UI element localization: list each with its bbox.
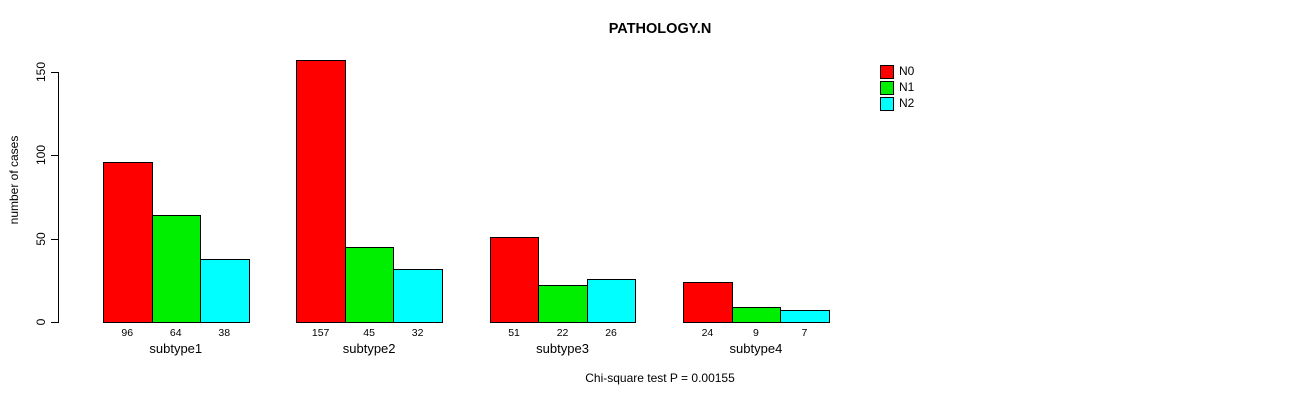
- legend: N0 N1 N2: [880, 64, 915, 113]
- bar: [200, 258, 250, 323]
- y-tick-mark: [51, 155, 58, 157]
- legend-label: N2: [899, 96, 915, 110]
- bar: [780, 310, 830, 323]
- bar: [538, 285, 588, 323]
- bar-value-label: 22: [556, 327, 569, 339]
- y-tick-label: 50: [34, 231, 48, 246]
- chart-title: PATHOLOGY.N: [608, 21, 712, 37]
- y-tick-mark: [51, 322, 58, 323]
- legend-label: N0: [899, 64, 915, 78]
- bar-value-label: 64: [169, 327, 182, 339]
- legend-label: N1: [899, 80, 915, 94]
- bar: [151, 215, 201, 323]
- category-label: subtype1: [149, 341, 203, 356]
- bar-value-label: 96: [121, 327, 134, 339]
- y-tick-mark: [51, 238, 58, 240]
- bar: [296, 60, 346, 323]
- bar: [683, 281, 733, 323]
- y-tick-label: 0: [34, 318, 48, 326]
- bar-value-label: 7: [801, 327, 808, 339]
- legend-swatch-1: [880, 80, 894, 95]
- bar-value-label: 51: [508, 327, 520, 339]
- legend-swatch-2: [880, 96, 894, 111]
- bar-value-label: 45: [363, 327, 375, 339]
- bar-value-label: 9: [753, 327, 759, 339]
- bar-value-label: 32: [411, 327, 424, 339]
- category-label: subtype2: [342, 341, 396, 356]
- y-tick-label: 100: [34, 145, 48, 166]
- y-tick-mark: [51, 71, 58, 73]
- bar: [731, 306, 782, 323]
- category-label: subtype4: [729, 341, 783, 356]
- bar: [344, 246, 395, 323]
- legend-item: N1: [880, 80, 915, 95]
- bar-value-label: 24: [701, 327, 714, 339]
- bar-value-label: 38: [218, 327, 231, 339]
- bar: [103, 161, 153, 323]
- y-axis-line: [58, 71, 59, 323]
- legend-item: N0: [880, 64, 915, 79]
- legend-item: N2: [880, 96, 915, 111]
- bar: [393, 268, 443, 323]
- bar-value-label: 157: [311, 327, 330, 339]
- y-tick-label: 150: [34, 61, 48, 82]
- chi-square-annotation: Chi-square test P = 0.00155: [585, 371, 735, 385]
- category-label: subtype3: [536, 341, 589, 356]
- bar: [489, 236, 540, 323]
- bar-value-label: 26: [605, 327, 617, 339]
- bar: [586, 278, 637, 323]
- legend-swatch-0: [880, 64, 894, 79]
